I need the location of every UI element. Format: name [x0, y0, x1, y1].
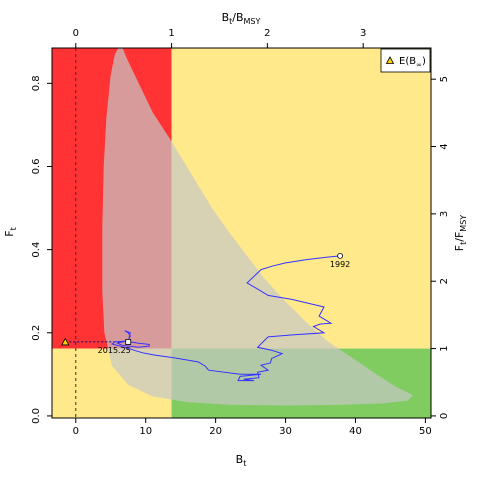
y-left-tick-label: 0.6	[31, 159, 42, 175]
x-top-axis-title: Bt/BMSY	[222, 11, 261, 26]
y-left-axis-title: Ft	[3, 227, 18, 236]
trajectory-end-label: 2015.25	[98, 346, 131, 355]
y-right-tick-label: 1	[439, 345, 450, 351]
trajectory-start-label: 1992	[330, 260, 350, 269]
x-bottom-tick-label: 20	[209, 426, 222, 437]
y-left-tick-label: 0.2	[31, 325, 42, 341]
y-left-axis: 0.0 0.2 0.4 0.6 0.8	[31, 75, 52, 424]
x-top-tick-label: 2	[264, 28, 270, 39]
x-bottom-axis-title: Bt	[236, 453, 247, 468]
y-right-axis-title: Ft/FMSY	[453, 215, 468, 251]
y-left-tick-label: 0.0	[31, 408, 42, 424]
confidence-region	[102, 48, 413, 406]
legend-box	[380, 48, 431, 73]
x-bottom-tick-label: 0	[73, 426, 79, 437]
x-top-tick-label: 1	[168, 28, 174, 39]
y-left-tick-label: 0.4	[31, 242, 42, 258]
y-right-tick-label: 0	[439, 413, 450, 419]
y-left-tick-label: 0.8	[31, 75, 42, 91]
x-top-tick-label: 0	[73, 28, 79, 39]
legend: E(B∞)	[380, 48, 431, 73]
x-bottom-tick-label: 50	[419, 426, 432, 437]
y-right-tick-label: 2	[439, 278, 450, 284]
y-right-axis: 0 1 2 3 4 5	[431, 76, 450, 419]
trajectory-end-marker	[125, 339, 132, 345]
plot-frame	[51, 47, 432, 419]
y-right-tick-label: 4	[439, 143, 450, 149]
x-bottom-tick-label: 30	[279, 426, 292, 437]
trajectory-start-marker	[337, 252, 343, 259]
trajectory-line	[110, 255, 341, 382]
expected-point-marker	[61, 337, 70, 346]
x-bottom-axis: 0 10 20 30 40 50	[73, 418, 432, 437]
y-right-tick-label: 5	[439, 76, 450, 82]
y-right-tick-label: 3	[439, 211, 450, 217]
x-top-tick-label: 3	[360, 28, 366, 39]
x-bottom-tick-label: 40	[349, 426, 362, 437]
x-top-axis: 0 1 2 3	[73, 28, 366, 48]
x-bottom-tick-label: 10	[139, 426, 152, 437]
legend-label: E(B∞)	[399, 56, 426, 69]
legend-marker-triangle-icon	[385, 56, 395, 64]
